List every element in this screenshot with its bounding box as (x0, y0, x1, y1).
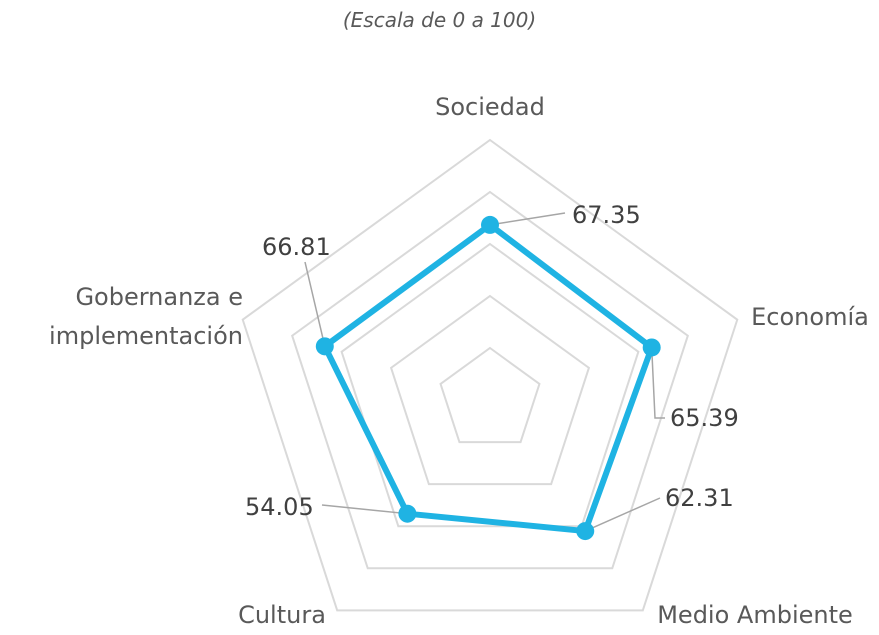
data-label: 62.31 (665, 484, 734, 512)
grid-ring (389, 294, 591, 486)
grid-ring (439, 346, 541, 444)
axis-label: Gobernanza e implementación (49, 283, 243, 350)
marker (315, 337, 334, 356)
data-label: 65.39 (670, 404, 739, 432)
axis-label: Cultura (238, 601, 326, 629)
marker (481, 215, 499, 234)
data-label: 67.35 (572, 201, 641, 229)
chart-title: (Escala de 0 a 100) (342, 8, 537, 32)
marker (576, 522, 595, 541)
marker (398, 504, 417, 523)
marker (642, 338, 661, 357)
grid-ring (241, 138, 739, 612)
leader-line (584, 497, 661, 532)
leader-line (321, 504, 408, 515)
series-line (321, 221, 655, 535)
data-label: 54.05 (245, 493, 314, 521)
axis-label: Medio Ambiente (657, 601, 853, 629)
data-label: 66.81 (262, 233, 331, 261)
axis-label: Economía (751, 303, 869, 331)
leader-line (650, 347, 665, 419)
leader-line (489, 212, 566, 226)
leader-line (304, 261, 326, 347)
axis-label: Sociedad (435, 93, 545, 121)
grid-ring (340, 242, 640, 528)
grid-ring (291, 190, 689, 570)
